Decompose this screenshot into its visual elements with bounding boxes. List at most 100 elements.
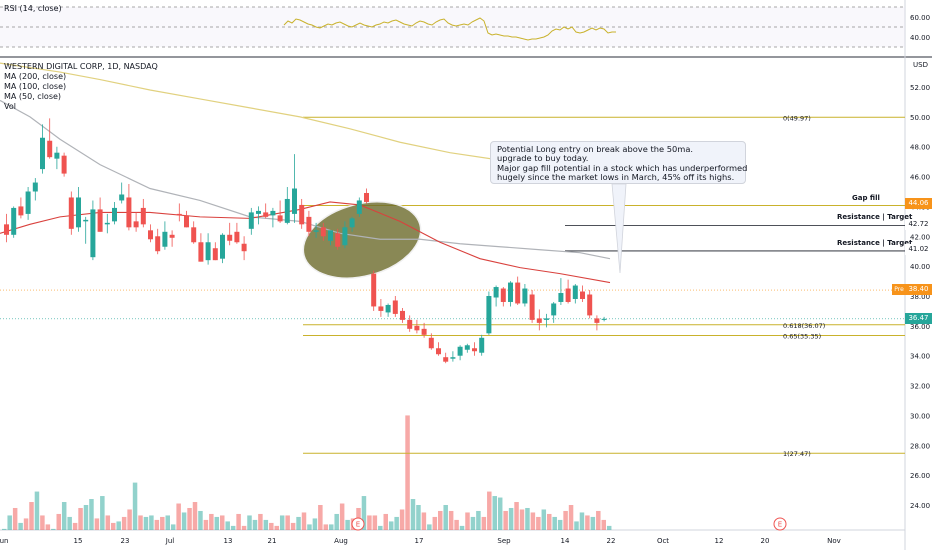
volume-bar <box>94 518 100 530</box>
candle-body <box>328 230 333 241</box>
volume-bar <box>209 513 214 530</box>
volume-bar <box>590 516 596 530</box>
volume-bar <box>111 522 116 530</box>
candle-body <box>436 348 441 355</box>
legend-ma50[interactable]: MA (50, close) <box>4 92 62 101</box>
candle-body <box>558 293 564 302</box>
candle-body <box>479 337 485 353</box>
volume-bar <box>138 515 143 530</box>
candle-body <box>104 222 110 225</box>
rsi-tick-label: 40.00 <box>910 34 930 42</box>
volume-bar <box>372 515 378 530</box>
volume-bar <box>388 521 394 530</box>
symbol-title[interactable]: WESTERN DIGITAL CORP, 1D, NASDAQ <box>4 62 158 71</box>
volume-bar <box>143 516 149 530</box>
candle-body <box>90 209 96 258</box>
candle-body <box>248 212 254 229</box>
x-tick-label: Aug <box>334 537 348 545</box>
volume-bar <box>405 415 410 530</box>
candle-body <box>464 345 470 350</box>
candle-body <box>119 194 125 201</box>
candle-body <box>594 318 600 323</box>
candle-body <box>220 234 225 259</box>
volume-bar <box>149 515 154 530</box>
x-tick-label: Jul <box>165 537 175 545</box>
volume-bar <box>187 507 192 530</box>
volume-bar <box>220 515 225 530</box>
candle-body <box>313 230 319 232</box>
volume-bar <box>29 502 34 530</box>
volume-bar <box>127 509 132 530</box>
volume-bar <box>34 491 40 530</box>
resistance-price-tag-2: 41.02 <box>905 244 932 255</box>
price-tick-label: 50.00 <box>910 114 930 122</box>
candle-body <box>306 216 312 232</box>
volume-bar <box>160 516 165 530</box>
x-tick-label: 21 <box>268 537 277 545</box>
candle-body <box>472 348 477 352</box>
volume-bar <box>301 512 307 530</box>
earnings-marker <box>351 517 365 531</box>
legend-ma100[interactable]: MA (100, close) <box>4 82 67 91</box>
legend-vol[interactable]: Vol <box>4 102 16 111</box>
volume-bar <box>427 524 432 530</box>
volume-bar <box>285 515 290 530</box>
candle-body <box>212 248 218 261</box>
volume-bar <box>514 502 519 530</box>
candle-body <box>320 227 326 237</box>
volume-bar <box>606 525 612 530</box>
candle-body <box>515 282 521 304</box>
annotation-callout[interactable]: Potential Long entry on break above the … <box>490 141 747 184</box>
volume-bar <box>116 521 121 530</box>
price-tick-label: 38.00 <box>910 293 930 301</box>
price-tick-label: 24.00 <box>910 502 930 510</box>
volume-bar <box>176 503 181 530</box>
earnings-marker <box>773 517 787 531</box>
candle-body <box>83 219 89 222</box>
candle-body <box>414 325 420 331</box>
currency-label[interactable]: USD <box>913 61 928 69</box>
volume-bar <box>225 521 230 530</box>
price-tick-label: 48.00 <box>910 144 930 152</box>
volume-bar <box>476 510 481 530</box>
volume-bar <box>519 509 525 530</box>
last-price-tag: 36.47 <box>905 313 932 324</box>
volume-bar <box>307 524 312 530</box>
annotation-line: Potential Long entry on break above the … <box>497 144 694 154</box>
volume-bar <box>7 515 12 530</box>
candle-body <box>198 242 204 262</box>
volume-bar <box>18 522 23 530</box>
legend-ma200[interactable]: MA (200, close) <box>4 72 67 81</box>
volume-bar <box>56 513 61 530</box>
price-tick-label: 46.00 <box>910 174 930 182</box>
candle-body <box>256 210 261 214</box>
price-tick-label: 40.00 <box>910 263 930 271</box>
candle-body <box>284 198 290 223</box>
volume-bar <box>454 519 459 530</box>
price-tick-label: 30.00 <box>910 412 930 420</box>
volume-bar <box>334 513 339 530</box>
candle-body <box>551 303 557 316</box>
candle-body <box>572 285 578 299</box>
fib-label: 0(49.97) <box>783 114 811 122</box>
candle-body <box>184 215 189 228</box>
volume-bar <box>508 507 514 530</box>
candle-body <box>299 204 305 225</box>
candle-body <box>148 230 153 240</box>
candle-body <box>508 282 513 302</box>
candle-body <box>133 221 139 228</box>
candle-body <box>47 140 53 158</box>
gap-fill-label: Gap fill <box>852 194 880 202</box>
volume-bar <box>296 516 301 530</box>
volume-bar <box>241 525 247 530</box>
volume-bar <box>438 510 443 530</box>
volume-bar <box>105 515 111 530</box>
candle-body <box>335 233 341 247</box>
highlight-ellipse-shape <box>302 201 422 279</box>
candle-body <box>364 192 369 202</box>
volume-bar <box>596 510 601 530</box>
candle-body <box>457 346 463 356</box>
candle-body <box>378 306 384 311</box>
volume-bar <box>252 519 258 530</box>
